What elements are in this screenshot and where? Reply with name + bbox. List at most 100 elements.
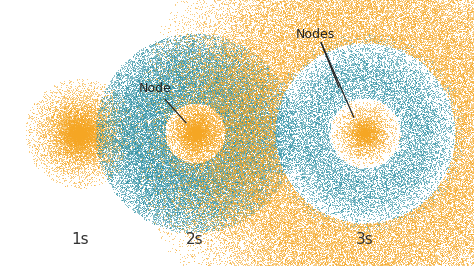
Point — [182, 172, 190, 176]
Point — [140, 69, 147, 74]
Point — [443, 18, 451, 22]
Point — [250, 57, 257, 61]
Point — [438, 214, 445, 218]
Point — [238, 43, 246, 47]
Point — [398, 165, 406, 170]
Point — [246, 72, 254, 76]
Point — [184, 137, 191, 141]
Point — [416, 240, 424, 245]
Point — [221, 248, 228, 252]
Point — [273, 183, 281, 187]
Point — [182, 228, 190, 232]
Point — [258, 159, 266, 164]
Point — [409, 232, 417, 236]
Point — [337, 1, 344, 5]
Point — [409, 101, 417, 106]
Point — [72, 122, 79, 127]
Point — [211, 41, 219, 45]
Point — [273, 77, 281, 81]
Point — [217, 149, 224, 153]
Point — [74, 111, 82, 115]
Point — [385, 64, 393, 68]
Point — [310, 206, 318, 211]
Point — [311, 53, 319, 58]
Point — [444, 51, 452, 55]
Point — [277, 223, 284, 227]
Point — [311, 0, 319, 3]
Point — [369, 134, 376, 139]
Point — [112, 114, 119, 118]
Point — [96, 118, 104, 123]
Point — [258, 263, 266, 266]
Point — [62, 122, 69, 126]
Point — [179, 84, 186, 88]
Point — [36, 102, 43, 106]
Point — [185, 137, 192, 142]
Point — [205, 238, 212, 242]
Point — [192, 130, 200, 134]
Point — [143, 151, 151, 155]
Point — [438, 65, 446, 70]
Point — [465, 182, 472, 186]
Point — [49, 124, 56, 128]
Point — [244, 107, 252, 111]
Point — [460, 41, 468, 45]
Point — [318, 223, 326, 228]
Point — [310, 156, 318, 161]
Point — [298, 106, 306, 111]
Point — [351, 28, 358, 33]
Point — [203, 86, 210, 91]
Point — [212, 51, 220, 55]
Point — [77, 140, 84, 145]
Point — [159, 203, 167, 207]
Point — [333, 219, 341, 223]
Point — [363, 56, 371, 61]
Point — [265, 166, 273, 170]
Point — [293, 118, 301, 122]
Point — [167, 73, 175, 78]
Point — [283, 48, 291, 53]
Point — [351, 235, 358, 240]
Point — [258, 219, 265, 223]
Point — [210, 182, 217, 187]
Point — [297, 255, 304, 259]
Point — [315, 146, 322, 150]
Point — [469, 183, 474, 187]
Point — [153, 105, 161, 109]
Point — [456, 128, 464, 132]
Point — [194, 124, 202, 128]
Point — [228, 141, 236, 146]
Point — [207, 99, 215, 103]
Point — [255, 170, 263, 174]
Point — [258, 88, 266, 92]
Point — [201, 116, 209, 120]
Point — [84, 170, 92, 174]
Point — [335, 131, 343, 135]
Point — [424, 44, 431, 49]
Point — [460, 53, 468, 58]
Point — [153, 39, 160, 44]
Point — [267, 127, 275, 132]
Point — [219, 79, 227, 83]
Point — [451, 56, 458, 60]
Point — [447, 103, 455, 107]
Point — [263, 192, 270, 197]
Point — [150, 129, 158, 133]
Point — [288, 109, 295, 114]
Point — [320, 76, 328, 81]
Point — [252, 165, 260, 170]
Point — [258, 200, 266, 204]
Point — [75, 130, 83, 134]
Point — [95, 145, 102, 149]
Point — [325, 243, 332, 247]
Point — [180, 63, 188, 68]
Point — [472, 174, 474, 179]
Point — [415, 23, 423, 28]
Point — [149, 162, 157, 166]
Point — [222, 94, 229, 98]
Point — [209, 140, 216, 144]
Point — [247, 127, 255, 131]
Point — [191, 130, 199, 135]
Point — [273, 133, 281, 137]
Point — [392, 6, 400, 10]
